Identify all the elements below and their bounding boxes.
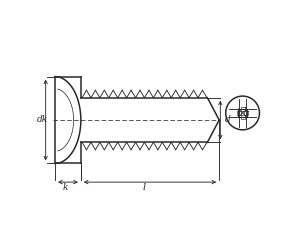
Text: d: d: [225, 115, 231, 125]
Text: k: k: [62, 184, 68, 192]
Text: dk: dk: [37, 115, 48, 125]
Text: l: l: [142, 184, 146, 192]
